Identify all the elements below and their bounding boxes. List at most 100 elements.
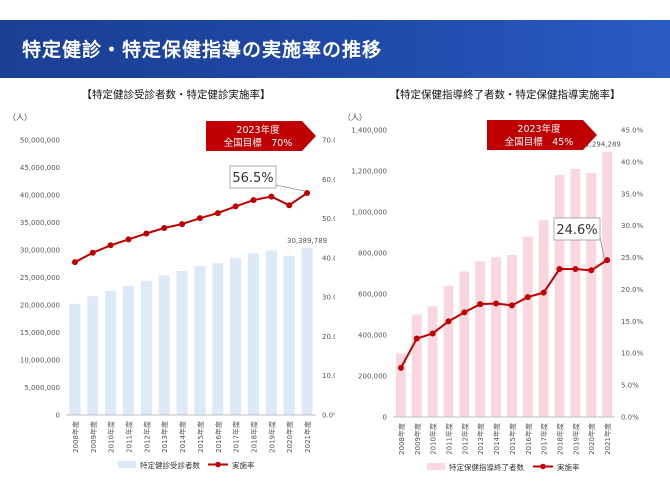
- rate-point: [461, 309, 468, 316]
- callout-value: 24.6%: [556, 223, 597, 238]
- chart-panel-checkups: 【特定健診受診者数・特定健診実施率】 （人） 0 5,000,000 10,000,00…: [0, 78, 335, 500]
- rate-point: [429, 330, 436, 337]
- y-left-tick-label: 25,000,000: [20, 274, 60, 282]
- y-left-tick-label: 1,200,000: [351, 168, 387, 176]
- legend-bar-label: 特定健診受診者数: [140, 460, 200, 470]
- x-tick-label: 2011年度: [125, 421, 134, 453]
- rate-point: [477, 301, 484, 308]
- rate-point: [125, 236, 132, 243]
- bar: [158, 275, 170, 415]
- bar: [69, 303, 81, 415]
- y-left-tick-label: 0: [383, 414, 387, 422]
- y-right-tick-label: 70.0%: [322, 137, 335, 145]
- x-tick-label: 2019年度: [571, 423, 580, 455]
- x-tick-label: 2018年度: [250, 421, 259, 453]
- rate-point: [161, 225, 168, 231]
- rate-point: [89, 249, 96, 256]
- x-tick-label: 2020年度: [587, 423, 596, 455]
- rate-point: [397, 364, 404, 371]
- x-tick-label: 2008年度: [397, 423, 406, 455]
- y-right-tick-label: 0.0%: [322, 412, 335, 420]
- last-bar-value-label: 1,294,289: [585, 141, 621, 149]
- rate-point: [179, 221, 186, 228]
- y-right-tick-label: 60.0%: [322, 176, 335, 184]
- rate-point: [445, 318, 452, 325]
- bar: [265, 250, 277, 415]
- y-left-tick-label: 1,400,000: [351, 127, 387, 135]
- y-right-tick-label: 50.0%: [322, 215, 335, 223]
- y-right-tick-label: 40.0%: [322, 254, 335, 262]
- legend-line-label: 実施率: [232, 460, 255, 470]
- y-unit-label: （人）: [343, 113, 367, 122]
- y-left-tick-label: 35,000,000: [20, 219, 60, 227]
- y-left-tick-label: 600,000: [358, 291, 387, 299]
- x-tick-label: 2013年度: [160, 421, 169, 453]
- chart-title: 【特定保健指導終了者数・特定保健指導実施率】: [390, 88, 621, 101]
- y-left-tick-label: 10,000,000: [20, 357, 60, 365]
- y-right-tick-label: 35.0%: [621, 190, 644, 198]
- y-left-tick-label: 0: [56, 412, 60, 420]
- y-right-tick-label: 10.0%: [322, 372, 335, 380]
- x-tick-label: 2016年度: [214, 421, 223, 453]
- rate-point: [214, 210, 221, 217]
- rate-point: [268, 193, 275, 200]
- callout-box: [553, 217, 601, 241]
- rate-point: [304, 190, 311, 197]
- header-banner: 特定健診・特定保健指導の実施率の推移: [0, 20, 670, 78]
- rate-point: [107, 242, 114, 249]
- bar: [122, 285, 135, 415]
- bar: [301, 247, 313, 415]
- bar: [554, 175, 565, 417]
- legend-line-label: 実施率: [557, 462, 580, 472]
- y-left-tick-label: 30,000,000: [20, 247, 60, 255]
- bar: [396, 353, 406, 417]
- y-right-tick-label: 30.0%: [621, 222, 644, 230]
- legend-line-marker: [215, 461, 221, 468]
- x-tick-label: 2015年度: [508, 423, 517, 455]
- rate-point: [143, 230, 150, 237]
- x-tick-label: 2009年度: [89, 421, 98, 453]
- rate-point: [286, 202, 293, 209]
- y-left-tick-label: 45,000,000: [20, 164, 60, 172]
- legend-bar-label: 特定保健指導終了者数: [449, 462, 524, 472]
- bar: [459, 271, 470, 417]
- rate-point: [413, 335, 420, 342]
- last-bar-value-label: 30,389,789: [287, 237, 327, 245]
- bar: [140, 280, 152, 415]
- x-tick-label: 2019年度: [267, 421, 276, 453]
- y-left-tick-label: 400,000: [358, 332, 387, 340]
- y-right-tick-label: 20.0%: [322, 333, 335, 341]
- y-right-tick-label: 25.0%: [621, 254, 644, 262]
- chart-panel-guidance: 【特定保健指導終了者数・特定保健指導実施率】 （人） 0 200,000 400,000…: [335, 78, 670, 500]
- y-right-tick-label: 15.0%: [621, 318, 644, 326]
- bar: [491, 257, 501, 417]
- target-arrow: [206, 121, 316, 151]
- y-left-tick-label: 1,000,000: [351, 209, 387, 217]
- bar: [522, 236, 533, 417]
- rate-point: [493, 300, 500, 307]
- y-unit-label: （人）: [8, 113, 32, 122]
- callout-value: 56.5%: [232, 171, 273, 186]
- y-left-tick-label: 5,000,000: [24, 384, 60, 392]
- bar: [538, 220, 549, 417]
- y-right-tick-label: 10.0%: [621, 350, 644, 358]
- bar: [194, 265, 206, 415]
- x-tick-label: 2017年度: [540, 423, 549, 455]
- x-tick-label: 2011年度: [445, 423, 454, 455]
- y-right-tick-label: 30.0%: [322, 294, 335, 302]
- y-left-tick-label: 20,000,000: [20, 302, 60, 310]
- bar: [283, 256, 295, 415]
- y-right-tick-label: 40.0%: [621, 158, 644, 166]
- x-tick-label: 2012年度: [460, 423, 469, 455]
- checkup-chart: 【特定健診受診者数・特定健診実施率】 （人） 0 5,000,000 10,000,00…: [8, 88, 335, 470]
- x-tick-label: 2014年度: [492, 423, 501, 455]
- y-right-tick-label: 45.0%: [621, 127, 644, 135]
- y-left-tick-label: 50,000,000: [20, 137, 60, 145]
- callout-leader: [599, 236, 605, 259]
- bar: [427, 306, 438, 417]
- target-year-label: 2023年度: [517, 123, 561, 135]
- x-tick-label: 2021年度: [303, 421, 312, 453]
- x-tick-label: 2013年度: [476, 423, 485, 455]
- x-tick-label: 2010年度: [429, 423, 438, 455]
- bar: [87, 296, 99, 415]
